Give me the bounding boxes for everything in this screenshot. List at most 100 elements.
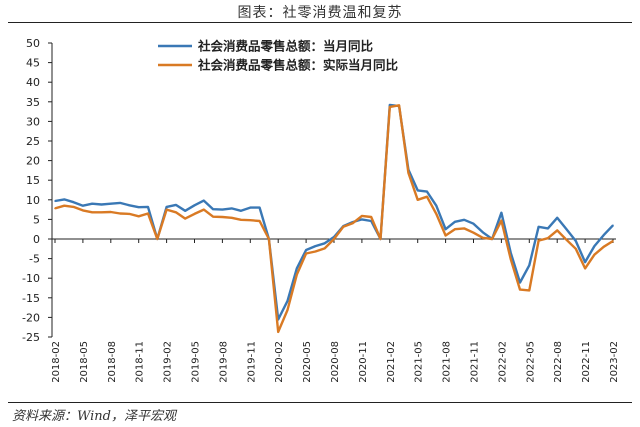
series-2-point [435, 213, 438, 215]
series-2-point [519, 288, 521, 291]
series-2-point [63, 204, 66, 207]
series-1-point [230, 207, 233, 210]
series-2-point [500, 219, 503, 222]
series-1-point [528, 264, 531, 267]
y-tick-label: 40 [26, 76, 40, 89]
series-2-point [565, 239, 568, 241]
bottom-rule [8, 402, 632, 403]
series-1-point [537, 226, 540, 228]
x-tick-label: 2018-02 [51, 341, 62, 383]
series-2-point [230, 217, 233, 219]
series-1-point [314, 245, 317, 247]
series-1-point [249, 206, 252, 209]
series-2-point [212, 215, 214, 218]
y-tick-label: -5 [29, 253, 40, 266]
x-tick-label: 2018-08 [107, 341, 118, 383]
y-tick-label: -15 [22, 292, 40, 305]
series-2-point [444, 234, 447, 237]
series-1-point [100, 203, 103, 206]
series-2-point [72, 206, 75, 208]
series-2-point [547, 237, 549, 239]
series-2-point [602, 246, 605, 248]
series-1-point [221, 208, 224, 211]
series-2-point [537, 239, 540, 242]
series-1-point [565, 228, 568, 230]
series-2-point [82, 209, 84, 212]
series-1-point [500, 211, 503, 214]
y-tick-label: -25 [22, 331, 40, 344]
series-2-point [110, 211, 112, 213]
series-2-point [193, 213, 196, 215]
series-2-point [575, 248, 577, 250]
series-2-point [556, 229, 558, 232]
series-2-point [258, 220, 261, 222]
series-2-point [454, 228, 456, 230]
series-2-point [147, 212, 149, 215]
series-2-point [593, 253, 596, 256]
series-1-point [258, 206, 261, 209]
legend-label-2: 社会消费品零售总额：实际当月同比 [197, 58, 399, 73]
y-tick-label: 0 [33, 233, 40, 246]
series-1-point [110, 202, 112, 205]
x-tick-label: 2022-08 [553, 341, 564, 383]
series-2-point [184, 217, 186, 220]
x-tick-label: 2020-11 [358, 341, 369, 383]
series-1-point [54, 200, 56, 202]
y-tick-label: -10 [22, 272, 40, 285]
series-2-point [584, 267, 586, 270]
series-2-point [370, 216, 373, 218]
x-tick-label: 2019-11 [246, 341, 257, 383]
series-1-point [435, 204, 438, 207]
series-1-point [212, 208, 214, 210]
series-1-point [426, 190, 428, 193]
x-tick-label: 2021-02 [386, 341, 397, 383]
series-1-point [82, 204, 84, 207]
x-tick-label: 2021-08 [442, 341, 453, 383]
x-tick-label: 2019-02 [163, 341, 174, 383]
series-1-point [184, 210, 186, 212]
x-tick-label: 2020-02 [274, 341, 285, 383]
series-1-point [519, 281, 521, 284]
y-tick-label: 20 [26, 155, 40, 168]
series-1-point [193, 204, 196, 207]
series-2-point [389, 106, 391, 108]
series-2-point [54, 207, 56, 210]
series-2-point [277, 331, 280, 333]
series-1-point [147, 206, 149, 208]
series-2-point [91, 211, 93, 214]
series-1-point [482, 231, 484, 234]
series-1-point [72, 201, 75, 203]
source-note: 资料来源：Wind，泽平宏观 [12, 409, 176, 424]
series-1-point [547, 227, 549, 230]
series-1-point [63, 198, 66, 201]
x-tick-label: 2021-11 [470, 341, 481, 383]
x-tick-label: 2020-08 [330, 341, 341, 383]
series-2-point [351, 222, 354, 225]
series-2-point [175, 211, 177, 214]
series-2-point [472, 231, 475, 234]
series-1-point [165, 206, 168, 208]
y-tick-label: -20 [22, 311, 40, 324]
x-tick-label: 2018-05 [79, 341, 90, 383]
series-2-point [407, 172, 410, 174]
series-2-point [249, 219, 252, 221]
series-2-point [491, 238, 493, 240]
series-2-point [314, 250, 317, 253]
series-2-point [119, 212, 121, 215]
series-1-point [612, 224, 614, 227]
series-1-point [602, 234, 605, 236]
series-1-point [305, 249, 307, 251]
series-2-point [203, 208, 205, 211]
series-2-point [240, 219, 242, 221]
series-2-point [509, 258, 512, 260]
series-2-point [165, 208, 168, 211]
y-tick-label: 25 [26, 135, 40, 148]
y-tick-label: 15 [26, 174, 40, 187]
y-tick-label: 30 [26, 115, 40, 128]
series-1-point [593, 245, 596, 247]
top-rule [8, 22, 632, 23]
series-1-point [203, 199, 205, 202]
